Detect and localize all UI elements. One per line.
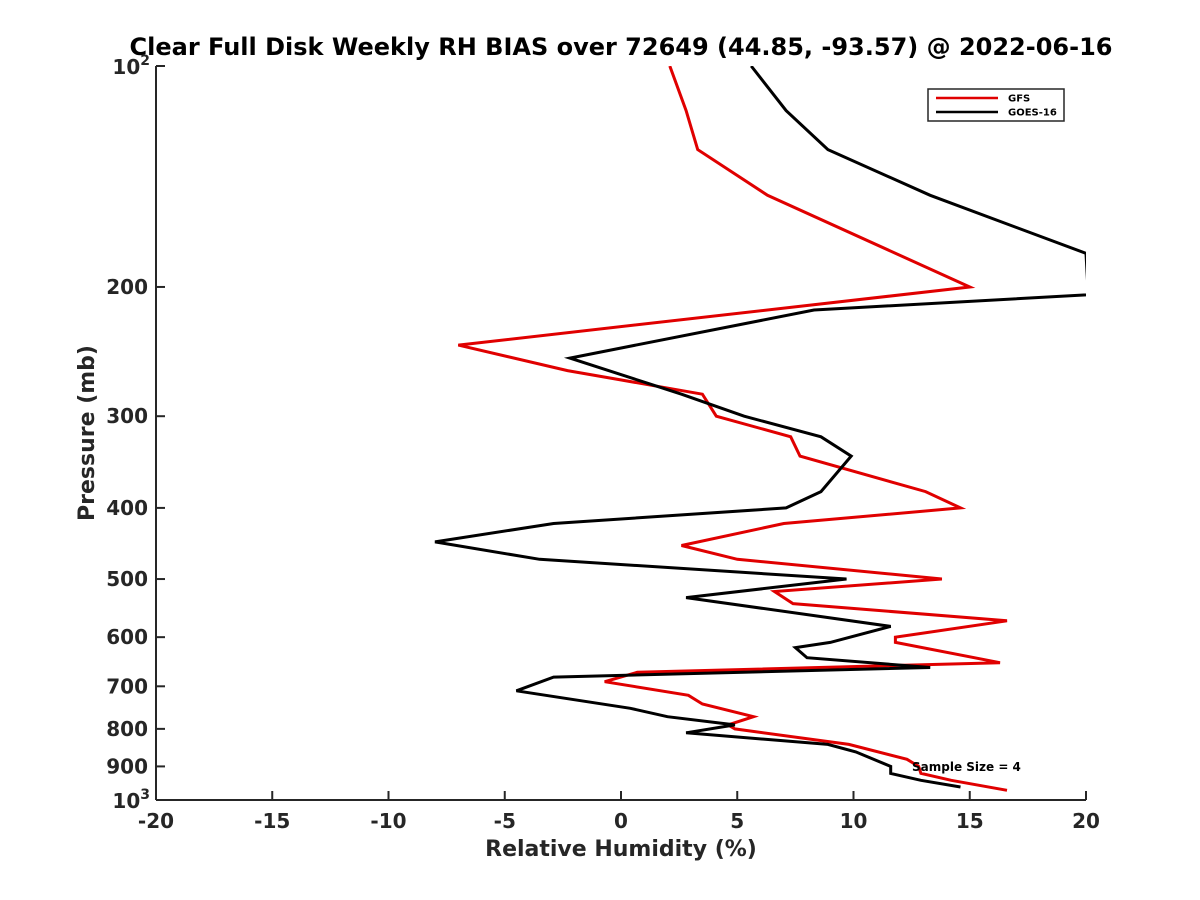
y-tick-label: 200 — [106, 275, 148, 299]
chart-title: Clear Full Disk Weekly RH BIAS over 7264… — [130, 33, 1113, 61]
x-tick-label: 0 — [614, 809, 628, 833]
y-tick-label: 300 — [106, 404, 148, 428]
y-tick-label: 600 — [106, 625, 148, 649]
series-layer — [434, 66, 1086, 792]
x-ticks: -20 -15 -10 -5 0 5 10 15 20 — [138, 791, 1100, 833]
x-tick-label: 20 — [1072, 809, 1100, 833]
legend-label: GOES-16 — [1008, 108, 1057, 119]
series-group — [434, 66, 1086, 792]
y-tick-label: 500 — [106, 567, 148, 591]
x-tick-label: -10 — [370, 809, 406, 833]
y-tick-label: 800 — [106, 717, 148, 741]
y-ticks: 102 200 300 400 500 600 700 800 900 103 — [106, 53, 165, 813]
plot-background — [156, 66, 1086, 800]
legend-box — [927, 88, 1065, 122]
y-tick-label: 900 — [106, 754, 148, 778]
sample-size-annotation: Sample Size = 4 — [912, 760, 1021, 774]
plot-area — [156, 66, 1086, 800]
x-tick-label: 10 — [840, 809, 868, 833]
x-tick-label: -20 — [138, 809, 174, 833]
x-tick-label: -5 — [494, 809, 516, 833]
y-tick-label: 700 — [106, 674, 148, 698]
legend-label: GFS — [1008, 94, 1030, 105]
y-tick-label: 102 — [112, 53, 150, 79]
x-tick-label: -15 — [254, 809, 290, 833]
y-tick-label: 103 — [112, 787, 150, 813]
y-tick-label: 400 — [106, 496, 148, 520]
x-tick-label: 5 — [730, 809, 744, 833]
series-line-goes-16 — [434, 66, 1086, 789]
legend: GFS GOES-16 — [927, 88, 1065, 122]
y-axis-label: Pressure (mb) — [75, 345, 100, 521]
x-tick-label: 15 — [956, 809, 984, 833]
series-line-gfs — [457, 66, 1008, 792]
x-axis-label: Relative Humidity (%) — [485, 837, 757, 862]
